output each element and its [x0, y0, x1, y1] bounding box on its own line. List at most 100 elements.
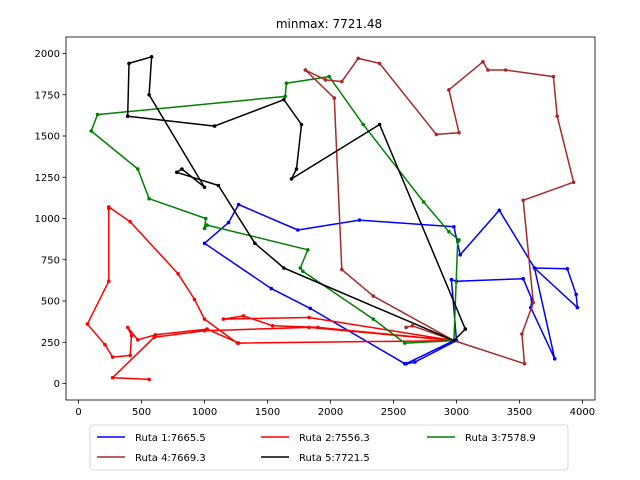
series-5-point: [289, 177, 294, 181]
y-tick-label: 1250: [35, 173, 60, 184]
legend-label: Ruta 2:7556.3: [299, 433, 370, 444]
series-line-5: [126, 56, 467, 342]
series-1-point: [574, 292, 578, 297]
y-tick-label: 2000: [35, 49, 60, 60]
series-2-point: [221, 317, 226, 321]
series-1-point: [449, 277, 454, 282]
series-line-3: [90, 75, 460, 344]
series-1-point: [532, 266, 537, 270]
series-2-point: [307, 325, 311, 330]
y-tick-label: 1500: [35, 132, 60, 143]
series-3-point: [327, 74, 332, 79]
series-2-point: [152, 335, 156, 340]
series-4-point: [551, 74, 556, 79]
legend-label: Ruta 3:7578.9: [465, 433, 536, 444]
series-3-point: [284, 81, 289, 85]
y-tick-label: 250: [41, 338, 60, 349]
x-tick-label: 3500: [507, 407, 532, 418]
x-tick-label: 4000: [570, 407, 595, 418]
x-tick-label: 1000: [192, 407, 217, 418]
series-4-point: [531, 300, 536, 305]
series-1-point: [202, 241, 207, 246]
series-1-point: [296, 228, 300, 232]
series-4-point: [377, 61, 382, 66]
series-line-2: [86, 206, 455, 381]
legend-label: Ruta 5:7721.5: [299, 453, 370, 464]
series-5-point: [452, 338, 456, 343]
series-1-point: [403, 361, 407, 366]
plot-area: [85, 55, 580, 382]
series-4-point: [356, 56, 361, 61]
series-4-point: [340, 267, 344, 272]
y-tick-label: 750: [41, 255, 60, 266]
chart-title: minmax: 7721.48: [276, 17, 382, 31]
series-1-point: [565, 267, 570, 271]
series-3-point: [371, 317, 376, 321]
series-1-point: [575, 305, 580, 310]
series-3-point: [205, 223, 209, 227]
series-2-point: [307, 315, 311, 320]
series-5-point: [294, 167, 299, 171]
series-2-point: [128, 220, 132, 224]
series-4-point: [571, 180, 576, 184]
series-5-point: [149, 55, 154, 59]
series-5-point: [202, 185, 207, 189]
series-2-point: [235, 341, 240, 345]
series-3-point: [306, 248, 310, 252]
series-4-point: [434, 132, 439, 137]
series-3-point: [455, 239, 460, 244]
series-5-point: [463, 327, 468, 331]
y-tick-label: 500: [41, 297, 60, 308]
series-2-point: [103, 342, 107, 347]
y-tick-label: 0: [54, 379, 60, 390]
series-3-point: [447, 229, 451, 234]
series-1-point: [497, 208, 502, 213]
x-tick-label: 1500: [255, 407, 280, 418]
series-4-point: [522, 361, 527, 366]
series-3-point: [89, 129, 93, 133]
series-3-point: [204, 216, 208, 221]
series-5-point: [212, 124, 217, 128]
series-5-point: [216, 183, 221, 188]
series-5-point: [377, 122, 382, 127]
series-1-point: [357, 218, 362, 222]
series-1-point: [413, 360, 417, 364]
series-2-point: [107, 279, 111, 284]
series-4-point: [332, 96, 337, 100]
series-4-point: [521, 198, 525, 203]
series-4-point: [371, 294, 376, 298]
series-1-point: [452, 225, 456, 229]
series-5-point: [147, 93, 151, 97]
series-5-point: [125, 114, 130, 118]
series-2-point: [205, 327, 209, 331]
series-2-point: [202, 328, 207, 333]
series-4-point: [404, 325, 408, 330]
series-4-point: [340, 79, 344, 84]
series-2-point: [147, 377, 151, 382]
series-line-4: [304, 57, 575, 365]
series-4-point: [457, 130, 461, 135]
series-1-point: [521, 276, 525, 281]
series-2-point: [202, 317, 207, 321]
series-line-1: [203, 203, 579, 365]
series-3-point: [298, 266, 303, 270]
series-2-point: [136, 338, 140, 342]
series-4-point: [520, 332, 524, 336]
series-5-point: [127, 61, 131, 66]
series-2-point: [128, 353, 132, 358]
series-5-point: [253, 241, 257, 246]
series-1-point: [308, 306, 313, 311]
series-4-point: [303, 68, 308, 72]
axes: 0 500 1000 1500 2000 2500 3000 3500 4000 0 250 500 7…: [35, 36, 596, 418]
series-2-point: [316, 325, 320, 330]
legend-label: Ruta 1:7665.5: [135, 433, 206, 444]
y-tick-label: 1750: [35, 90, 60, 101]
x-tick-label: 3000: [444, 407, 469, 418]
legend-label: Ruta 4:7669.3: [135, 453, 206, 464]
series-3-point: [421, 200, 426, 204]
x-tick-label: 500: [132, 407, 151, 418]
series-1-point: [552, 357, 557, 361]
series-2-point: [270, 324, 275, 328]
series-1-point: [226, 220, 231, 225]
